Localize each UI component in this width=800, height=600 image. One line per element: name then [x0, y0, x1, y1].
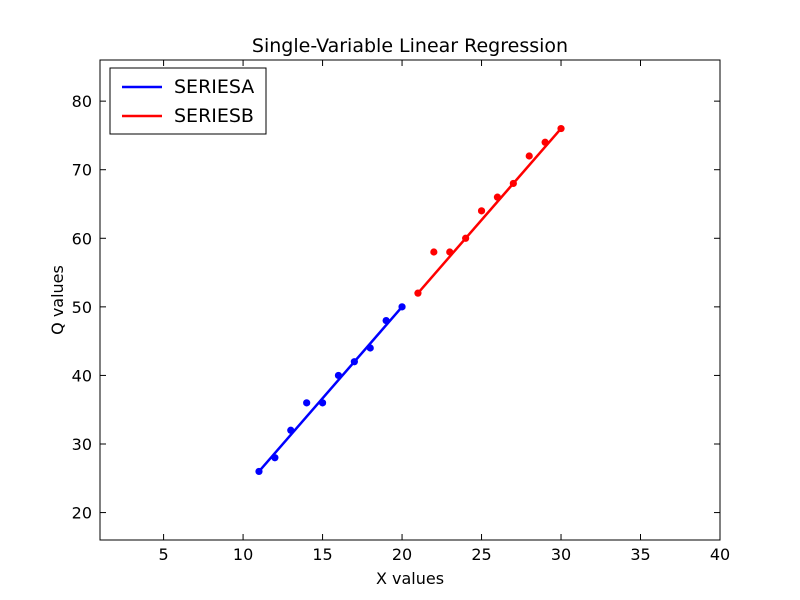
y-tick-label-20: 20 — [72, 504, 92, 523]
x-tick-label-30: 30 — [551, 545, 571, 564]
y-tick-label-80: 80 — [72, 92, 92, 111]
legend-label-seriesa: SERIESA — [174, 76, 254, 98]
point-seriesa-5 — [334, 371, 343, 380]
point-seriesa-9 — [398, 303, 406, 311]
point-seriesa-8 — [382, 316, 390, 325]
point-seriesa-1 — [271, 454, 279, 462]
point-seriesb-1 — [430, 248, 438, 256]
point-seriesa-2 — [287, 426, 295, 434]
fit-line-seriesa — [258, 306, 403, 473]
y-tick-label-60: 60 — [72, 229, 92, 248]
x-tick-label-40: 40 — [710, 545, 730, 564]
y-tick-label-30: 30 — [72, 435, 92, 454]
point-seriesb-5 — [493, 193, 502, 201]
point-seriesb-6 — [509, 179, 517, 188]
legend-label-seriesb: SERIESB — [174, 105, 254, 127]
point-seriesb-0 — [414, 289, 422, 297]
series-layer — [255, 124, 565, 476]
x-tick-label-15: 15 — [312, 545, 332, 564]
point-seriesb-7 — [525, 152, 533, 160]
x-tick-label-5: 5 — [158, 545, 168, 564]
x-tick-label-20: 20 — [392, 545, 412, 564]
y-tick-label-50: 50 — [72, 298, 92, 317]
x-tick-label-35: 35 — [630, 545, 650, 564]
point-seriesa-0 — [255, 467, 263, 476]
point-seriesb-2 — [446, 248, 454, 256]
plot-background — [100, 60, 720, 540]
plot-area — [100, 60, 720, 540]
series-seriesa — [255, 303, 406, 476]
legend-box — [109, 67, 267, 135]
fit-line-seriesb — [417, 127, 562, 294]
y-axis-label: Q values — [48, 265, 67, 335]
x-axis-label: X values — [376, 569, 444, 588]
y-tick-label-40: 40 — [72, 366, 92, 385]
series-seriesb — [414, 124, 565, 297]
plot-frame — [99, 59, 721, 541]
chart-title: Single-Variable Linear Regression — [252, 35, 568, 57]
point-seriesb-9 — [557, 124, 565, 133]
y-tick-label-70: 70 — [72, 161, 92, 180]
point-seriesa-7 — [366, 344, 374, 352]
point-seriesb-8 — [541, 138, 549, 146]
point-seriesb-4 — [477, 207, 486, 215]
ticks: 5 10 15 20 25 30 35 40 20 30 40 50 60 70 80 — [72, 60, 730, 564]
point-seriesa-4 — [318, 399, 327, 407]
point-seriesb-3 — [462, 234, 470, 242]
legend: SERIESA SERIESB — [109, 67, 267, 135]
x-tick-label-10: 10 — [233, 545, 253, 564]
point-seriesa-6 — [350, 358, 358, 366]
point-seriesa-3 — [303, 399, 311, 407]
x-tick-label-25: 25 — [471, 545, 491, 564]
